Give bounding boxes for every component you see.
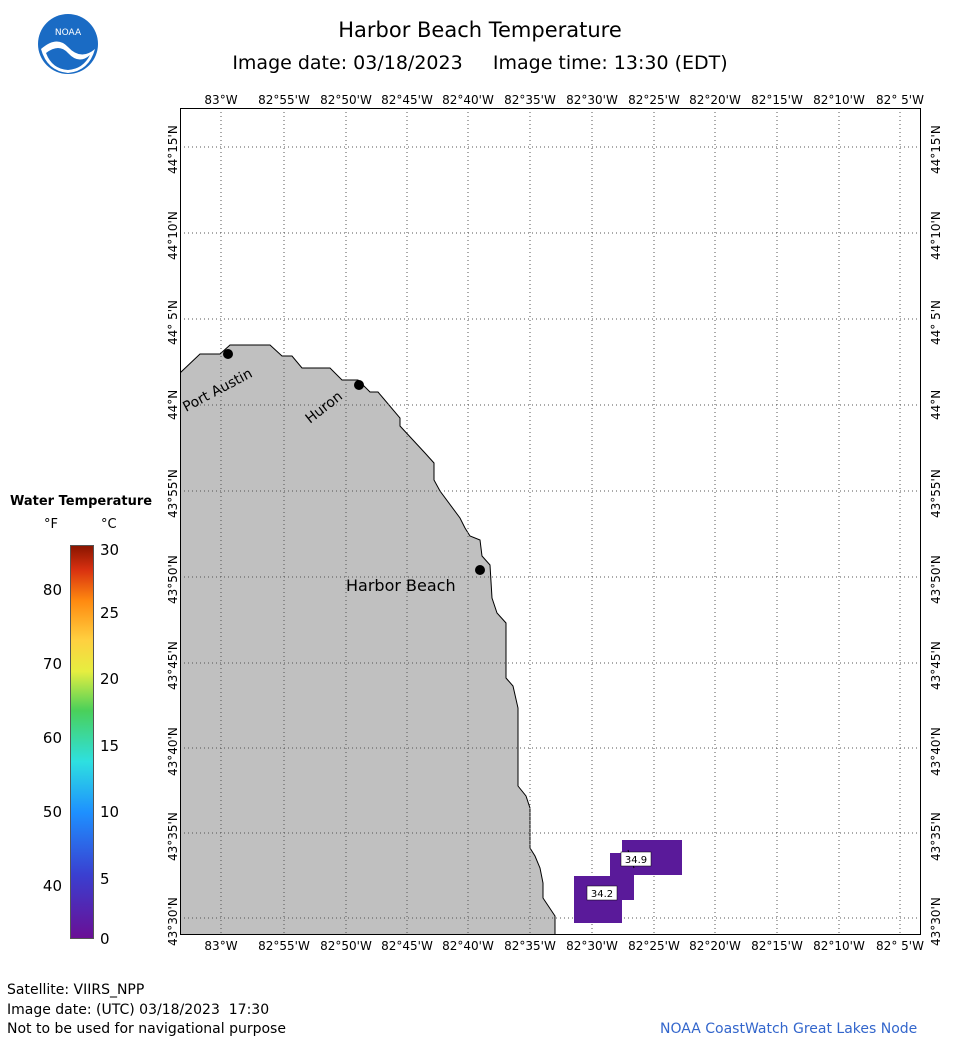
lat-label-left: 44°10'N: [166, 211, 180, 260]
lat-label-left: 44°N: [166, 389, 180, 420]
lon-label-bottom: 82°20'W: [689, 939, 741, 953]
lon-label-top: 82°55'W: [258, 93, 310, 107]
lon-label-top: 82°50'W: [320, 93, 372, 107]
lon-label-bottom: 82°35'W: [504, 939, 556, 953]
lon-label-bottom: 82°50'W: [320, 939, 372, 953]
map-title: Harbor Beach Temperature: [338, 18, 622, 42]
legend-tick-f: 60: [42, 729, 62, 747]
lon-label-top: 83°W: [204, 93, 238, 107]
footer-disclaimer: Not to be used for navigational purpose: [7, 1021, 286, 1037]
lat-label-left: 43°35'N: [166, 812, 180, 861]
lon-label-bottom: 82°45'W: [381, 939, 433, 953]
lat-label-left: 43°30'N: [166, 897, 180, 946]
lon-label-bottom: 82°55'W: [258, 939, 310, 953]
lat-label-left: 44° 5'N: [166, 300, 180, 345]
lon-label-top: 82°20'W: [689, 93, 741, 107]
lat-label-left: 43°55'N: [166, 469, 180, 518]
lat-label-right: 43°30'N: [929, 897, 943, 946]
reading-box: [586, 885, 618, 901]
lon-label-top: 82°35'W: [504, 93, 556, 107]
lat-label-right: 44°10'N: [929, 211, 943, 260]
lon-label-bottom: 82°15'W: [751, 939, 803, 953]
map-subtitle: Image date: 03/18/2023 Image time: 13:30…: [0, 52, 960, 74]
image-date-label: Image date:: [232, 52, 348, 74]
city-dot-port-austin[interactable]: [223, 349, 233, 359]
footer-satellite: Satellite: VIIRS_NPP: [7, 982, 145, 998]
lat-label-right: 43°40'N: [929, 727, 943, 776]
legend-tick-f: 70: [42, 655, 62, 673]
footer-utc-date: Image date: (UTC) 03/18/2023 17:30: [7, 1002, 270, 1018]
city-dot-huron[interactable]: [354, 380, 364, 390]
lon-label-bottom: 82° 5'W: [876, 939, 924, 953]
lat-label-right: 44°N: [929, 389, 943, 420]
legend-tick-c: 20: [100, 670, 120, 688]
lon-label-bottom: 82°10'W: [813, 939, 865, 953]
lon-label-top: 82° 5'W: [876, 93, 924, 107]
legend-unit-f: °F: [44, 517, 58, 532]
legend-tick-c: 15: [100, 737, 120, 755]
lon-label-top: 82°30'W: [566, 93, 618, 107]
land-mass: [180, 344, 556, 935]
map-border: [180, 108, 921, 935]
image-time-label: Image time:: [492, 52, 608, 74]
lon-label-top: 82°40'W: [442, 93, 494, 107]
lat-label-left: 44°15'N: [166, 125, 180, 174]
lon-label-top: 82°15'W: [751, 93, 803, 107]
lon-label-bottom: 82°40'W: [442, 939, 494, 953]
lat-label-left: 43°45'N: [166, 641, 180, 690]
city-dot-harbor-beach[interactable]: [475, 565, 485, 575]
temperature-colorbar: [70, 545, 94, 939]
sst-pixels: [574, 840, 682, 923]
lon-label-bottom: 82°30'W: [566, 939, 618, 953]
lon-label-top: 82°10'W: [813, 93, 865, 107]
legend-tick-c: 10: [100, 803, 120, 821]
reading-box: [620, 851, 652, 867]
legend-tick-c: 25: [100, 604, 120, 622]
lat-label-right: 44° 5'N: [929, 300, 943, 345]
map-area[interactable]: 34.9 34.2 Port Austin Huron Harbor Beach: [180, 108, 921, 935]
lat-label-right: 43°35'N: [929, 812, 943, 861]
lat-label-right: 43°50'N: [929, 555, 943, 604]
lat-label-right: 43°45'N: [929, 641, 943, 690]
reading-value: 34.9: [625, 855, 647, 866]
image-time-value: 13:30 (EDT): [613, 52, 728, 74]
lat-label-left: 43°40'N: [166, 727, 180, 776]
lon-label-bottom: 82°25'W: [628, 939, 680, 953]
lat-label-right: 43°55'N: [929, 469, 943, 518]
lat-label-right: 44°15'N: [929, 125, 943, 174]
lon-label-bottom: 83°W: [204, 939, 238, 953]
lat-label-left: 43°50'N: [166, 555, 180, 604]
lon-label-top: 82°25'W: [628, 93, 680, 107]
legend-tick-c: 0: [100, 930, 110, 948]
legend-tick-c: 30: [100, 541, 120, 559]
legend-title: Water Temperature: [10, 494, 153, 509]
city-label-harbor-beach: Harbor Beach: [346, 576, 456, 595]
footer-credit-link[interactable]: NOAA CoastWatch Great Lakes Node: [660, 1021, 918, 1037]
legend-tick-f: 50: [42, 803, 62, 821]
reading-value: 34.2: [591, 889, 613, 900]
legend-tick-f: 40: [42, 877, 62, 895]
noaa-logo: NOAA: [38, 14, 98, 74]
legend-tick-c: 5: [100, 870, 110, 888]
lon-label-top: 82°45'W: [381, 93, 433, 107]
legend-unit-c: °C: [101, 517, 117, 532]
svg-text:NOAA: NOAA: [55, 28, 82, 38]
image-date-value: 03/18/2023: [353, 52, 463, 74]
legend-tick-f: 80: [42, 581, 62, 599]
